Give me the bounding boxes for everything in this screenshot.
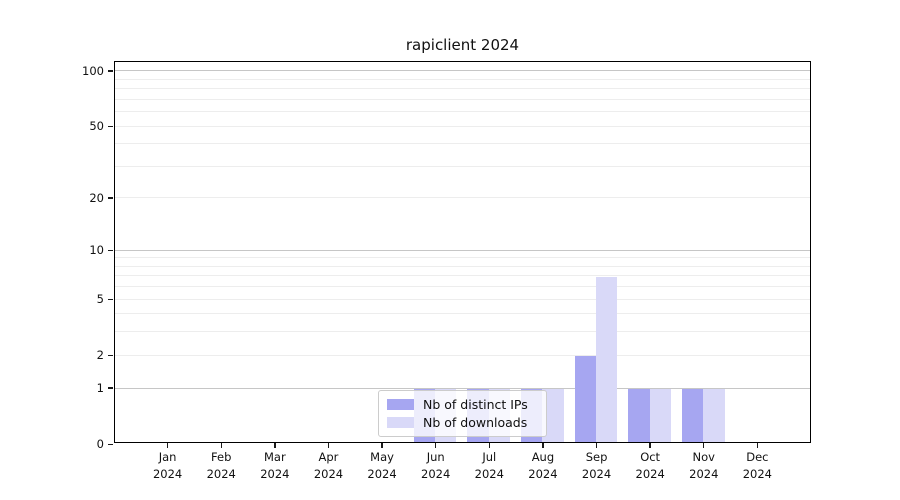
minor-gridline — [115, 257, 810, 258]
x-tick-label: Feb 2024 — [191, 449, 251, 482]
minor-gridline — [115, 88, 810, 89]
x-tick-label: Sep 2024 — [567, 449, 627, 482]
x-axis-tick — [328, 443, 329, 448]
minor-gridline — [115, 126, 810, 127]
legend-swatch-downloads — [387, 417, 414, 428]
minor-gridline — [115, 299, 810, 300]
y-tick-label: 2 — [0, 348, 104, 362]
bar-downloads — [596, 277, 617, 442]
legend-item: Nb of downloads — [387, 415, 538, 430]
x-tick-label: Dec 2024 — [727, 449, 787, 482]
x-tick-label: Nov 2024 — [674, 449, 734, 482]
y-axis-tick — [108, 355, 113, 356]
x-tick-label: Oct 2024 — [620, 449, 680, 482]
y-tick-label: 20 — [0, 191, 104, 205]
minor-gridline — [115, 355, 810, 356]
x-axis-tick — [381, 443, 382, 448]
chart-canvas: rapiclient 2024 0 1 2 5 10 20 50 100 Jan 2024Feb… — [0, 0, 900, 500]
chart-title: rapiclient 2024 — [114, 36, 811, 54]
y-tick-label: 0 — [0, 437, 104, 451]
plot-area — [114, 61, 811, 443]
bar-downloads — [703, 389, 724, 442]
legend: Nb of distinct IPs Nb of downloads — [378, 390, 547, 437]
y-axis-tick — [108, 126, 113, 127]
minor-gridline — [115, 99, 810, 100]
y-tick-label: 100 — [0, 64, 104, 78]
bar-distinct-ips — [628, 389, 649, 442]
minor-gridline — [115, 286, 810, 287]
y-axis-tick — [108, 70, 113, 71]
x-tick-label: May 2024 — [352, 449, 412, 482]
minor-gridline — [115, 111, 810, 112]
x-tick-label: Aug 2024 — [513, 449, 573, 482]
legend-swatch-distinct-ips — [387, 399, 414, 410]
x-axis-tick — [435, 443, 436, 448]
x-axis-tick — [542, 443, 543, 448]
y-axis-tick — [108, 299, 113, 300]
minor-gridline — [115, 331, 810, 332]
x-tick-label: Mar 2024 — [245, 449, 305, 482]
x-tick-label: Jun 2024 — [406, 449, 466, 482]
x-tick-label: Jan 2024 — [138, 449, 198, 482]
x-axis-tick — [167, 443, 168, 448]
minor-gridline — [115, 143, 810, 144]
y-axis-tick — [108, 444, 113, 445]
x-axis-tick — [489, 443, 490, 448]
bar-distinct-ips — [682, 389, 703, 442]
legend-label: Nb of downloads — [423, 415, 527, 430]
bar-distinct-ips — [575, 356, 596, 442]
x-axis-tick — [649, 443, 650, 448]
y-axis-tick — [108, 197, 113, 198]
x-axis-tick — [757, 443, 758, 448]
x-axis-tick — [221, 443, 222, 448]
y-tick-label: 1 — [0, 381, 104, 395]
legend-item: Nb of distinct IPs — [387, 397, 538, 412]
minor-gridline — [115, 266, 810, 267]
minor-gridline — [115, 166, 810, 167]
y-tick-label: 50 — [0, 119, 104, 133]
minor-gridline — [115, 197, 810, 198]
y-tick-label: 5 — [0, 292, 104, 306]
x-axis-tick — [703, 443, 704, 448]
x-tick-label: Apr 2024 — [298, 449, 358, 482]
minor-gridline — [115, 275, 810, 276]
x-axis-tick — [274, 443, 275, 448]
y-axis-tick — [108, 387, 113, 388]
minor-gridline — [115, 313, 810, 314]
major-gridline — [115, 70, 810, 71]
x-axis-tick — [596, 443, 597, 448]
bar-downloads — [650, 389, 671, 442]
minor-gridline — [115, 79, 810, 80]
y-tick-label: 10 — [0, 243, 104, 257]
major-gridline — [115, 250, 810, 251]
x-tick-label: Jul 2024 — [459, 449, 519, 482]
legend-label: Nb of distinct IPs — [423, 397, 528, 412]
y-axis-tick — [108, 250, 113, 251]
